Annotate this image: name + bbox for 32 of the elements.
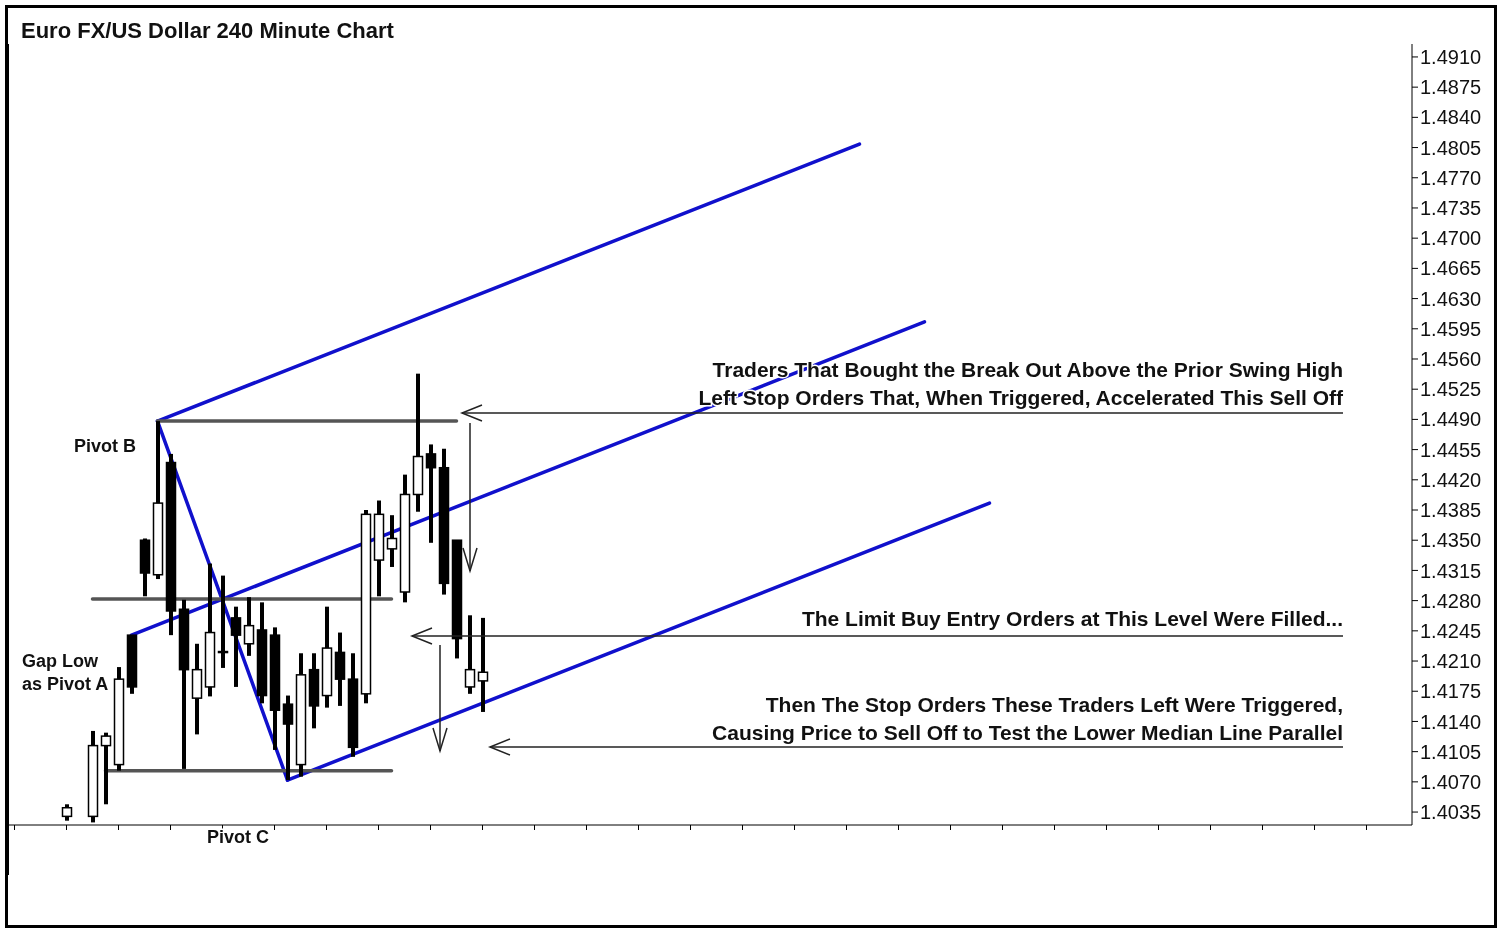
y-tick-label: 1.4140 [1420, 710, 1482, 733]
y-tick-label: 1.4525 [1420, 378, 1482, 401]
annotation: The Limit Buy Entry Orders at This Level Were Filled... [801, 607, 1343, 630]
annotation: Then The Stop Orders These Traders Left Were Triggered, Causing Price to Sell Off to Test the Lower Median Line Parallel [712, 693, 1343, 744]
y-tick-label: 1.4805 [1420, 136, 1482, 159]
y-tick-label: 1.4175 [1420, 680, 1482, 703]
y-tick-label: 1.4455 [1420, 438, 1482, 461]
y-tick-label: 1.4560 [1420, 348, 1482, 371]
y-tick-label: 1.4035 [1420, 801, 1482, 824]
y-tick-label: 1.4770 [1420, 166, 1482, 189]
y-tick-label: 1.4315 [1420, 559, 1482, 582]
y-tick-label: 1.4350 [1420, 529, 1482, 552]
y-tick-label: 1.4665 [1420, 257, 1482, 280]
y-tick-label: 1.4420 [1420, 468, 1482, 491]
y-tick-label: 1.4105 [1420, 740, 1482, 763]
y-tick-label: 1.4385 [1420, 499, 1482, 522]
text: Pivot C [207, 827, 270, 847]
annotation: Pivot B [73, 436, 136, 456]
y-tick-label: 1.4280 [1420, 589, 1482, 612]
y-tick-label: 1.4910 [1420, 46, 1482, 69]
annotation: Gap Low as Pivot A [22, 651, 109, 694]
y-tick-label: 1.4875 [1420, 76, 1482, 99]
y-tick-label: 1.4595 [1420, 317, 1482, 340]
y-tick-label: 1.4070 [1420, 770, 1482, 793]
y-tick-label: 1.4210 [1420, 650, 1482, 673]
y-tick-label: 1.4490 [1420, 408, 1482, 431]
y-tick-label: 1.4630 [1420, 287, 1482, 310]
y-tick-label: 1.4245 [1420, 619, 1482, 642]
y-tick-label: 1.4840 [1420, 106, 1482, 129]
y-tick-label: 1.4735 [1420, 197, 1482, 220]
chart-title: Euro FX/US Dollar 240 Minute Chart [21, 18, 394, 44]
y-tick-label: 1.4700 [1420, 227, 1482, 250]
